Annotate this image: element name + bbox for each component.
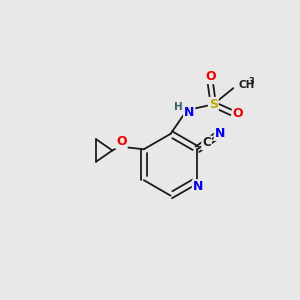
Text: N: N [193, 180, 203, 193]
Text: 3: 3 [249, 77, 254, 86]
Text: O: O [116, 135, 127, 148]
Text: N: N [184, 106, 194, 119]
Text: H: H [174, 102, 183, 112]
Text: O: O [206, 70, 216, 83]
Text: S: S [209, 98, 218, 111]
Text: O: O [233, 107, 243, 120]
Text: CH: CH [238, 80, 255, 90]
Text: C: C [202, 136, 211, 149]
Text: N: N [215, 127, 225, 140]
